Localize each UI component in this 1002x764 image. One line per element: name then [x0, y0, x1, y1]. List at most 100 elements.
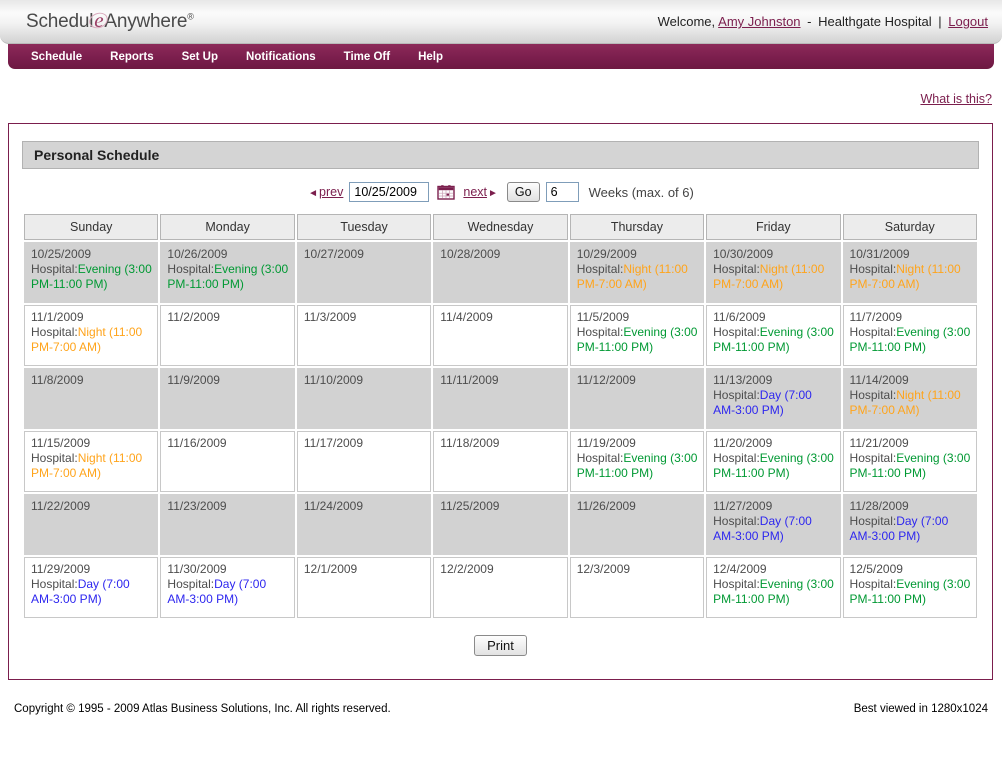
shift-facility-prefix: Hospital: [31, 325, 78, 339]
cell-date: 10/29/2009 [576, 247, 637, 261]
calendar-day-cell: 11/11/2009 [433, 368, 568, 429]
cell-date: 11/17/2009 [303, 436, 364, 450]
shift-label: Night (11:00 PM-7:00 AM) [576, 262, 688, 291]
calendar-day-cell: 12/5/2009 Hospital:Evening (3:00 PM-11:00… [842, 557, 977, 618]
cell-shift: Hospital:Day (7:00 AM-3:00 PM) [713, 388, 834, 418]
date-input[interactable] [349, 182, 430, 202]
calendar-day-cell: 11/2/2009 [160, 305, 295, 366]
next-week-link[interactable]: next► [463, 185, 499, 199]
go-button[interactable]: Go [506, 182, 540, 202]
cell-date: 12/2/2009 [440, 562, 494, 576]
cell-date: 11/24/2009 [303, 499, 364, 513]
cell-date: 11/9/2009 [167, 373, 220, 387]
cell-shift: Hospital:Night (11:00 PM-7:00 AM) [577, 262, 698, 292]
calendar-day-cell: 12/3/2009 [569, 557, 705, 618]
nav-item-notifications[interactable]: Notifications [246, 50, 316, 63]
cell-shift: Hospital:Evening (3:00 PM-11:00 PM) [850, 577, 971, 607]
nav-item-time-off[interactable]: Time Off [343, 50, 391, 63]
cell-date: 11/10/2009 [303, 373, 364, 387]
cell-date: 11/16/2009 [167, 436, 227, 450]
cell-date: 12/4/2009 [713, 562, 767, 576]
shift-label: Evening (3:00 PM-11:00 PM) [713, 451, 834, 480]
cell-date: 11/21/2009 [849, 436, 909, 450]
cell-date: 11/28/2009 [849, 499, 909, 513]
cell-date: 11/1/2009 [31, 310, 84, 324]
calendar-day-cell: 11/14/2009 Hospital:Night (11:00 PM-7:00 … [842, 368, 977, 429]
calendar-day-cell: 11/26/2009 [569, 494, 705, 555]
shift-facility-prefix: Hospital: [576, 325, 624, 339]
calendar-day-cell: 11/7/2009 Hospital:Evening (3:00 PM-11:00… [842, 305, 977, 366]
print-button[interactable]: Print [474, 635, 527, 656]
calendar-day-cell: 12/4/2009 Hospital:Evening (3:00 PM-11:00… [706, 557, 841, 618]
cell-shift: Hospital:Evening (3:00 PM-11:00 PM) [577, 451, 698, 481]
calendar-week-row: 11/8/2009 11/9/2009 11/10/2009 11/11/2009 11… [24, 368, 977, 429]
calendar-day-cell: 11/30/2009 Hospital:Day (7:00 AM-3:00 PM) [160, 557, 295, 618]
shift-label: Day (7:00 AM-3:00 PM) [167, 577, 267, 606]
shift-facility-prefix: Hospital: [167, 577, 215, 591]
calendar-day-cell: 11/29/2009 Hospital:Day (7:00 AM-3:00 PM) [24, 557, 159, 618]
app-logo[interactable]: ScheduleAnywhere® [26, 10, 194, 33]
registered-mark-icon: ® [187, 11, 194, 22]
cell-date: 10/25/2009 [31, 247, 92, 261]
calendar-icon [437, 185, 456, 200]
cell-date: 11/23/2009 [167, 499, 227, 513]
calendar-day-cell: 11/1/2009 Hospital:Night (11:00 PM-7:00 A… [24, 305, 159, 366]
welcome-divider: | [938, 14, 942, 29]
calendar-day-cell: 11/8/2009 [24, 368, 159, 429]
cell-date: 10/31/2009 [849, 247, 910, 261]
prev-label: prev [319, 185, 344, 199]
calendar-day-cell: 10/27/2009 [296, 242, 432, 303]
print-row: Print [22, 635, 979, 656]
calendar-day-cell: 11/19/2009 Hospital:Evening (3:00 PM-11:0… [569, 431, 705, 492]
facility-name: Healthgate Hospital [818, 14, 932, 29]
shift-facility-prefix: Hospital: [713, 451, 760, 465]
cell-date: 10/26/2009 [167, 247, 228, 261]
what-is-this-link[interactable]: What is this? [920, 92, 992, 106]
calendar-week-row: 11/1/2009 Hospital:Night (11:00 PM-7:00 A… [24, 305, 977, 366]
shift-label: Night (11:00 PM-7:00 AM) [849, 262, 961, 291]
cell-date: 11/11/2009 [440, 373, 499, 387]
calendar-week-row: 10/25/2009 Hospital:Evening (3:00 PM-11:0… [24, 242, 977, 303]
copyright-text: Copyright © 1995 - 2009 Atlas Business S… [14, 703, 391, 715]
cell-date: 11/20/2009 [713, 436, 773, 450]
shift-facility-prefix: Hospital: [713, 388, 760, 402]
cell-date: 11/5/2009 [576, 310, 630, 324]
cell-shift: Hospital:Evening (3:00 PM-11:00 PM) [31, 262, 152, 292]
cell-date: 10/27/2009 [303, 247, 364, 261]
shift-label: Evening (3:00 PM-11:00 PM) [713, 325, 834, 354]
calendar-day-cell: 11/25/2009 [433, 494, 568, 555]
calendar-day-cell: 11/3/2009 [296, 305, 432, 366]
cell-date: 11/8/2009 [31, 373, 84, 387]
shift-facility-prefix: Hospital: [849, 388, 897, 402]
user-profile-link[interactable]: Amy Johnston [718, 14, 801, 29]
calendar-day-cell: 11/17/2009 [296, 431, 432, 492]
nav-item-set-up[interactable]: Set Up [181, 50, 219, 63]
calendar-week-row: 11/29/2009 Hospital:Day (7:00 AM-3:00 PM)… [24, 557, 977, 618]
cell-shift: Hospital:Night (11:00 PM-7:00 AM) [850, 388, 971, 418]
cell-date: 11/6/2009 [713, 310, 766, 324]
calendar-day-cell: 11/27/2009 Hospital:Day (7:00 AM-3:00 PM) [706, 494, 841, 555]
calendar-picker-button[interactable] [437, 184, 456, 200]
shift-label: Evening (3:00 PM-11:00 PM) [167, 262, 289, 291]
prev-week-link[interactable]: ◄prev [307, 185, 343, 199]
nav-item-schedule[interactable]: Schedule [31, 50, 83, 63]
welcome-bar: Welcome, Amy Johnston - Healthgate Hospit… [655, 14, 988, 29]
day-header: Friday [706, 214, 841, 240]
nav-item-help[interactable]: Help [418, 50, 444, 63]
calendar-day-cell: 11/24/2009 [296, 494, 432, 555]
cell-date: 11/2/2009 [167, 310, 220, 324]
logout-link[interactable]: Logout [948, 14, 988, 29]
calendar-day-cell: 11/12/2009 [569, 368, 705, 429]
cell-shift: Hospital:Day (7:00 AM-3:00 PM) [167, 577, 288, 607]
shift-facility-prefix: Hospital: [713, 577, 760, 591]
day-header: Wednesday [433, 214, 568, 240]
cell-date: 11/25/2009 [440, 499, 500, 513]
nav-item-reports[interactable]: Reports [110, 50, 154, 63]
cell-date: 11/7/2009 [849, 310, 903, 324]
next-label: next [463, 185, 488, 199]
calendar-day-cell: 10/26/2009 Hospital:Evening (3:00 PM-11:0… [160, 242, 295, 303]
weeks-input[interactable] [545, 182, 579, 202]
cell-date: 11/4/2009 [440, 310, 493, 324]
calendar-day-cell: 10/25/2009 Hospital:Evening (3:00 PM-11:0… [24, 242, 159, 303]
shift-label: Evening (3:00 PM-11:00 PM) [849, 325, 971, 354]
